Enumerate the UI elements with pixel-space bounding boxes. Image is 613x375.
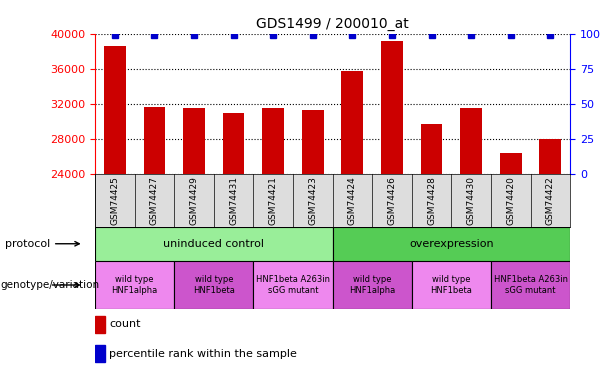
Text: GSM74430: GSM74430	[466, 176, 476, 225]
Text: GSM74428: GSM74428	[427, 176, 436, 225]
Bar	[95, 345, 104, 362]
Bar	[421, 124, 443, 174]
Bar	[183, 108, 205, 174]
Bar	[104, 46, 126, 174]
Bar	[539, 139, 561, 174]
Text: percentile rank within the sample: percentile rank within the sample	[109, 348, 297, 358]
Bar	[341, 70, 364, 174]
Bar	[491, 261, 570, 309]
Title: GDS1499 / 200010_at: GDS1499 / 200010_at	[256, 17, 409, 32]
Text: count: count	[109, 320, 141, 330]
Text: wild type
HNF1alpha: wild type HNF1alpha	[112, 275, 158, 295]
Bar	[253, 261, 332, 309]
Bar	[332, 261, 412, 309]
Bar	[95, 316, 104, 333]
Text: GSM74423: GSM74423	[308, 176, 318, 225]
Bar	[381, 41, 403, 174]
Bar	[460, 108, 482, 174]
Text: GSM74431: GSM74431	[229, 176, 238, 225]
Text: uninduced control: uninduced control	[163, 239, 264, 249]
Bar	[223, 113, 245, 174]
Text: overexpression: overexpression	[409, 239, 493, 249]
Text: wild type
HNF1beta: wild type HNF1beta	[430, 275, 472, 295]
Bar	[332, 227, 570, 261]
Text: HNF1beta A263in
sGG mutant: HNF1beta A263in sGG mutant	[256, 275, 330, 295]
Text: GSM74429: GSM74429	[189, 176, 199, 225]
Text: GSM74421: GSM74421	[268, 176, 278, 225]
Text: GSM74424: GSM74424	[348, 176, 357, 225]
Bar	[302, 110, 324, 174]
Text: protocol: protocol	[5, 239, 79, 249]
Text: GSM74420: GSM74420	[506, 176, 515, 225]
Bar	[95, 261, 174, 309]
Text: wild type
HNF1alpha: wild type HNF1alpha	[349, 275, 395, 295]
Bar	[412, 261, 491, 309]
Bar	[174, 261, 253, 309]
Text: GSM74426: GSM74426	[387, 176, 397, 225]
Text: GSM74422: GSM74422	[546, 176, 555, 225]
Bar	[262, 108, 284, 174]
Text: GSM74425: GSM74425	[110, 176, 120, 225]
Text: HNF1beta A263in
sGG mutant: HNF1beta A263in sGG mutant	[493, 275, 568, 295]
Bar	[143, 107, 166, 174]
Bar	[95, 227, 332, 261]
Text: wild type
HNF1beta: wild type HNF1beta	[193, 275, 235, 295]
Bar	[500, 153, 522, 174]
Text: genotype/variation: genotype/variation	[0, 280, 99, 290]
Text: GSM74427: GSM74427	[150, 176, 159, 225]
